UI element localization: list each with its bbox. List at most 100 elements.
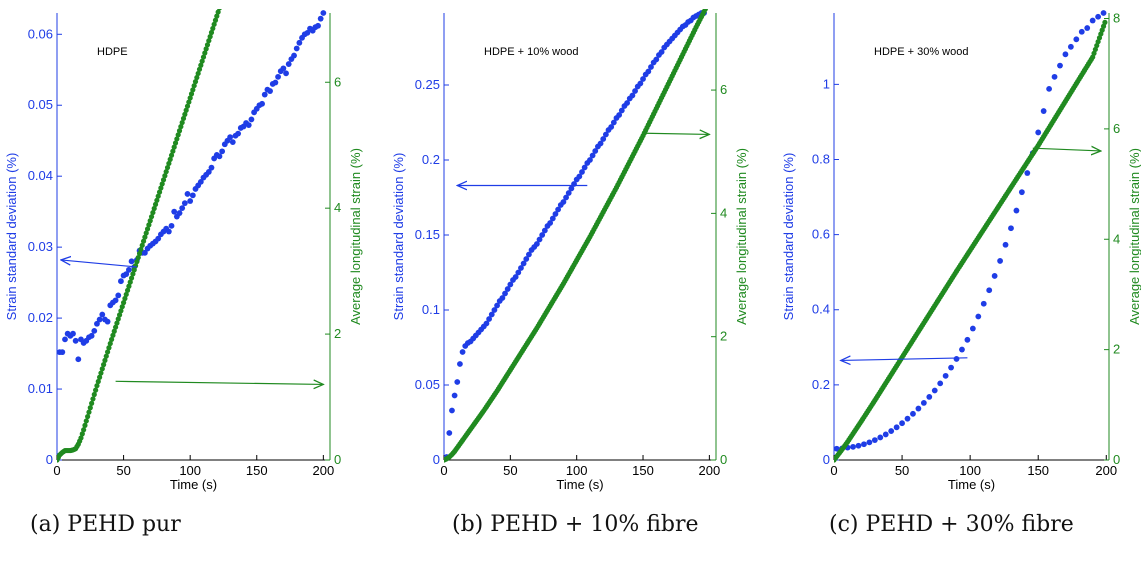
right-series-point	[179, 119, 185, 126]
right-series-point	[118, 308, 124, 314]
right-series-point	[183, 107, 189, 113]
x-tick-label: 200	[699, 463, 721, 478]
left-series-point	[512, 274, 519, 280]
left-series-point	[581, 164, 588, 171]
right-series-point	[162, 173, 168, 179]
right-series-point	[702, 9, 708, 12]
left-series-point	[181, 200, 188, 207]
left-series-point	[1040, 108, 1047, 114]
right-series-point	[190, 87, 196, 93]
y-left-tick-label: 0.4	[812, 302, 830, 317]
left-series-point	[59, 349, 66, 356]
left-series-point	[235, 130, 242, 137]
left-series-point	[882, 431, 889, 438]
right-series-point	[114, 320, 120, 326]
y-right-tick-label: 2	[334, 326, 341, 341]
left-series-point	[483, 320, 490, 327]
left-series-point	[486, 316, 493, 322]
left-series-point	[629, 92, 636, 99]
right-series-point	[139, 242, 145, 248]
right-series-point	[159, 181, 165, 187]
right-series-point	[85, 413, 91, 420]
left-series-point	[128, 258, 135, 265]
right-series-point	[82, 422, 88, 428]
left-series-point	[597, 140, 604, 147]
left-series-point	[155, 235, 162, 242]
right-series-point	[124, 287, 131, 293]
left-series-point	[539, 232, 546, 238]
arrow-to-left-axis	[61, 260, 137, 268]
right-series-point	[192, 79, 199, 85]
left-series-point	[91, 327, 98, 334]
right-series-point	[101, 362, 107, 368]
y-left-tick-label: 0.05	[415, 377, 440, 392]
plot-area	[834, 10, 1108, 463]
left-series-point	[518, 265, 524, 271]
caption-b: (b) PEHD + 10% fibre	[452, 512, 699, 537]
left-series-point	[227, 134, 234, 141]
left-series-point	[219, 148, 226, 155]
left-series-point	[1100, 10, 1107, 16]
right-series-point	[184, 103, 191, 109]
chart-panel-c: 0 50 100 150 200 0 0.2 0.4 0.6 0.8 1 0 2 4 6 8 Time (s) S…	[760, 0, 1141, 563]
left-series-point	[259, 100, 265, 107]
left-series-point	[171, 208, 178, 215]
right-series-point	[134, 259, 140, 265]
left-series-point	[70, 330, 76, 337]
x-tick-label: 200	[1095, 463, 1117, 478]
left-series-point	[1084, 25, 1091, 31]
right-series-point	[166, 160, 172, 167]
left-series-point	[216, 153, 223, 160]
y-left-tick-label: 0.1	[422, 302, 440, 317]
y-right-tick-label: 4	[720, 205, 727, 220]
left-series-point	[637, 80, 644, 87]
x-tick-label: 0	[53, 463, 60, 478]
right-series-point	[138, 246, 144, 253]
right-series-point	[89, 400, 95, 406]
left-series-point	[893, 424, 900, 431]
left-series-point	[491, 307, 498, 313]
x-tick-label: 150	[246, 463, 268, 478]
left-series-point	[261, 91, 268, 98]
left-series-point	[507, 281, 514, 288]
left-series-point	[62, 336, 68, 343]
right-series-point	[207, 34, 213, 40]
left-series-point	[165, 228, 172, 235]
left-series-point	[610, 119, 617, 126]
left-series-point	[645, 68, 652, 75]
plot-area	[57, 9, 327, 463]
left-series-point	[267, 88, 273, 94]
y-left-tick-label: 0.05	[28, 97, 53, 112]
x-tick-label: 50	[116, 463, 130, 478]
y-right-tick-label: 0	[1113, 452, 1120, 467]
left-series-point	[871, 437, 878, 443]
left-series-point	[494, 302, 500, 309]
left-series-point	[834, 445, 840, 452]
left-series-point	[229, 139, 236, 146]
right-series-point	[120, 300, 127, 306]
left-series-point	[291, 52, 297, 59]
y-left-tick-label: 0	[46, 452, 53, 467]
arrow-to-right-axis	[115, 381, 324, 384]
right-series-point	[151, 205, 157, 212]
left-series-point	[576, 173, 583, 180]
y-right-tick-label: 2	[720, 329, 727, 344]
left-series-point	[446, 430, 453, 436]
left-series-point	[997, 258, 1003, 264]
chart-title: HDPE + 30% wood	[874, 46, 968, 58]
right-series-point	[214, 13, 220, 19]
x-tick-label: 150	[632, 463, 654, 478]
right-series-point	[155, 193, 161, 199]
y-left-tick-label: 0.04	[28, 168, 53, 183]
left-series-point	[1062, 51, 1069, 58]
arrow-to-right-axis	[645, 133, 710, 134]
left-series-point	[118, 278, 124, 285]
left-series-point	[99, 311, 106, 318]
right-series-point	[130, 271, 136, 277]
y-left-tick-label: 0.01	[28, 381, 53, 396]
left-series-point	[168, 222, 175, 229]
right-series-point	[116, 312, 123, 318]
right-series-point	[202, 50, 208, 56]
x-tick-label: 0	[830, 463, 837, 478]
left-series-point	[953, 356, 960, 362]
